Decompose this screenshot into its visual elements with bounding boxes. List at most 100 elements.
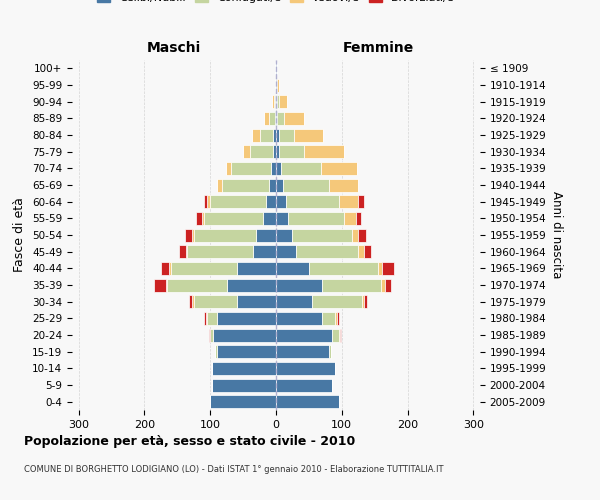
Bar [356,212,361,225]
Bar [276,395,338,408]
Bar [273,145,276,158]
Bar [222,178,269,192]
Bar [212,378,276,392]
Bar [204,312,206,325]
Bar [335,312,337,325]
Bar [217,312,276,325]
Bar [340,328,341,342]
Bar [329,178,358,192]
Y-axis label: Anni di nascita: Anni di nascita [550,192,563,278]
Bar [269,112,275,125]
Bar [276,95,277,108]
Bar [263,212,276,225]
Bar [275,95,276,108]
Bar [288,212,344,225]
Bar [243,145,250,158]
Bar [276,312,322,325]
Bar [283,178,329,192]
Bar [187,245,253,258]
Bar [309,262,378,275]
Bar [217,178,222,192]
Bar [236,295,276,308]
Bar [171,262,236,275]
Bar [329,345,331,358]
Bar [322,278,381,291]
Bar [284,112,304,125]
Bar [226,162,231,175]
Bar [276,345,329,358]
Bar [206,312,207,325]
Bar [294,128,323,141]
Bar [276,328,332,342]
Bar [194,295,236,308]
Bar [209,328,210,342]
Bar [276,212,288,225]
Bar [207,195,210,208]
Text: Maschi: Maschi [147,41,201,55]
Bar [321,162,357,175]
Bar [385,278,391,291]
Bar [189,295,193,308]
Bar [381,278,385,291]
Bar [278,95,287,108]
Bar [276,78,277,92]
Bar [276,112,277,125]
Bar [276,245,296,258]
Bar [358,228,366,241]
Bar [276,162,281,175]
Bar [358,195,364,208]
Bar [269,178,276,192]
Bar [296,245,358,258]
Bar [215,345,217,358]
Bar [275,78,276,92]
Text: Femmine: Femmine [343,41,413,55]
Bar [202,212,203,225]
Text: COMUNE DI BORGHETTO LODIGIANO (LO) - Dati ISTAT 1° gennaio 2010 - Elaborazione T: COMUNE DI BORGHETTO LODIGIANO (LO) - Dat… [24,465,443,474]
Bar [193,295,194,308]
Bar [256,228,276,241]
Bar [276,145,279,158]
Bar [217,345,276,358]
Bar [185,228,192,241]
Bar [276,195,286,208]
Text: Popolazione per età, sesso e stato civile - 2010: Popolazione per età, sesso e stato civil… [24,435,355,448]
Bar [203,212,263,225]
Bar [358,245,364,258]
Bar [277,78,278,92]
Bar [186,245,187,258]
Bar [236,262,276,275]
Bar [192,228,194,241]
Bar [276,62,277,75]
Bar [276,378,332,392]
Bar [253,128,260,141]
Bar [312,295,362,308]
Bar [264,112,269,125]
Bar [275,112,276,125]
Bar [276,228,292,241]
Bar [332,328,338,342]
Bar [279,128,294,141]
Bar [304,145,344,158]
Bar [292,228,352,241]
Bar [227,278,276,291]
Bar [364,245,371,258]
Bar [276,178,283,192]
Bar [271,162,276,175]
Bar [276,295,312,308]
Bar [382,262,394,275]
Bar [214,328,276,342]
Bar [266,195,276,208]
Bar [364,295,367,308]
Bar [344,212,356,225]
Bar [161,262,169,275]
Bar [338,195,358,208]
Bar [210,328,214,342]
Bar [167,278,227,291]
Bar [169,262,171,275]
Bar [203,195,207,208]
Bar [378,262,382,275]
Bar [276,362,335,375]
Bar [276,128,279,141]
Bar [276,262,309,275]
Bar [362,295,364,308]
